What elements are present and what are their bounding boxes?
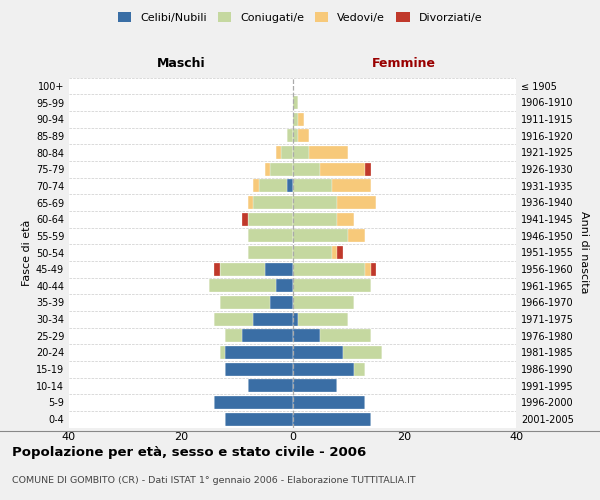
- Bar: [242, 212, 248, 226]
- Bar: [293, 280, 371, 292]
- Bar: [293, 296, 354, 309]
- Bar: [248, 380, 293, 392]
- Bar: [293, 180, 332, 192]
- Bar: [293, 262, 365, 276]
- Bar: [220, 296, 270, 309]
- Y-axis label: Anni di nascita: Anni di nascita: [579, 211, 589, 294]
- Bar: [354, 362, 365, 376]
- Bar: [293, 230, 349, 242]
- Bar: [214, 262, 220, 276]
- Bar: [293, 112, 298, 126]
- Bar: [226, 362, 293, 376]
- Bar: [293, 362, 354, 376]
- Text: Maschi: Maschi: [157, 57, 205, 70]
- Bar: [293, 96, 298, 109]
- Bar: [226, 346, 293, 359]
- Bar: [281, 146, 293, 159]
- Text: COMUNE DI GOMBITO (CR) - Dati ISTAT 1° gennaio 2006 - Elaborazione TUTTITALIA.IT: COMUNE DI GOMBITO (CR) - Dati ISTAT 1° g…: [12, 476, 416, 485]
- Bar: [259, 180, 287, 192]
- Y-axis label: Fasce di età: Fasce di età: [22, 220, 32, 286]
- Bar: [253, 196, 293, 209]
- Bar: [349, 230, 365, 242]
- Bar: [265, 162, 270, 175]
- Bar: [248, 246, 293, 259]
- Bar: [332, 180, 371, 192]
- Bar: [293, 380, 337, 392]
- Bar: [293, 246, 332, 259]
- Bar: [298, 112, 304, 126]
- Bar: [293, 396, 365, 409]
- Bar: [270, 162, 293, 175]
- Bar: [276, 146, 281, 159]
- Bar: [248, 230, 293, 242]
- Bar: [214, 396, 293, 409]
- Bar: [343, 346, 382, 359]
- Bar: [270, 296, 293, 309]
- Bar: [220, 346, 226, 359]
- Bar: [265, 262, 293, 276]
- Bar: [293, 146, 309, 159]
- Bar: [214, 312, 253, 326]
- Bar: [287, 180, 293, 192]
- Text: Femmine: Femmine: [372, 57, 436, 70]
- Bar: [337, 212, 354, 226]
- Bar: [226, 330, 242, 342]
- Bar: [220, 262, 265, 276]
- Bar: [365, 262, 371, 276]
- Bar: [253, 180, 259, 192]
- Bar: [242, 330, 293, 342]
- Bar: [365, 162, 371, 175]
- Bar: [371, 262, 376, 276]
- Bar: [337, 196, 376, 209]
- Bar: [287, 130, 293, 142]
- Bar: [298, 130, 309, 142]
- Bar: [293, 312, 298, 326]
- Bar: [320, 162, 365, 175]
- Bar: [293, 330, 320, 342]
- Bar: [293, 162, 320, 175]
- Bar: [253, 312, 293, 326]
- Bar: [337, 246, 343, 259]
- Bar: [293, 130, 298, 142]
- Bar: [309, 146, 349, 159]
- Bar: [293, 346, 343, 359]
- Bar: [293, 196, 337, 209]
- Bar: [248, 212, 293, 226]
- Bar: [298, 312, 349, 326]
- Bar: [332, 246, 337, 259]
- Bar: [209, 280, 276, 292]
- Text: Popolazione per età, sesso e stato civile - 2006: Popolazione per età, sesso e stato civil…: [12, 446, 366, 459]
- Legend: Celibi/Nubili, Coniugati/e, Vedovi/e, Divorziati/e: Celibi/Nubili, Coniugati/e, Vedovi/e, Di…: [113, 8, 487, 28]
- Bar: [293, 412, 371, 426]
- Bar: [276, 280, 293, 292]
- Bar: [293, 212, 337, 226]
- Bar: [320, 330, 371, 342]
- Bar: [226, 412, 293, 426]
- Bar: [248, 196, 253, 209]
